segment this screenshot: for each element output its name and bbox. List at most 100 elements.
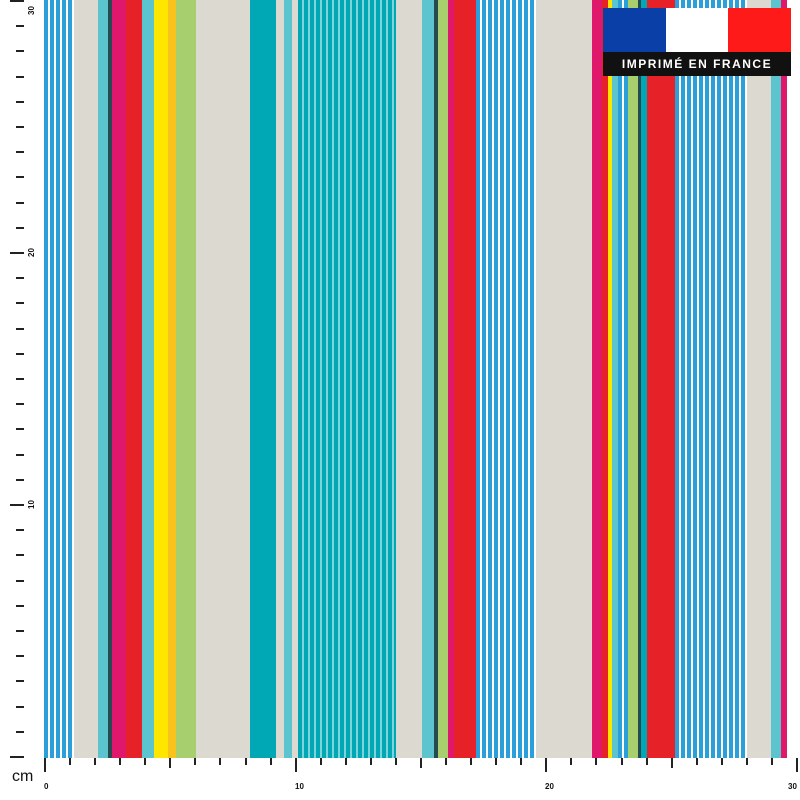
ruler-tick — [10, 0, 24, 2]
ruler-tick — [16, 479, 24, 481]
ruler-tick — [16, 302, 24, 304]
ruler-tick — [420, 758, 422, 768]
ruler-tick — [16, 529, 24, 531]
ruler-tick — [16, 50, 24, 52]
stripe — [771, 0, 781, 758]
ruler-tick — [16, 176, 24, 178]
ruler-tick — [16, 580, 24, 582]
stripe — [176, 0, 196, 758]
stripe — [396, 0, 422, 758]
ruler-tick — [16, 277, 24, 279]
left-ruler: 10 20 30 — [0, 0, 44, 758]
ruler-tick — [119, 758, 121, 765]
ruler-tick — [16, 328, 24, 330]
ruler-tick — [646, 758, 648, 765]
ruler-tick — [671, 758, 673, 768]
ruler-tick — [16, 630, 24, 632]
stripe — [641, 0, 647, 758]
ruler-tick — [16, 554, 24, 556]
stripe — [298, 0, 396, 758]
ruler-tick — [245, 758, 247, 765]
bottom-ruler-label: 0 — [44, 782, 49, 791]
ruler-tick — [370, 758, 372, 765]
ruler-tick — [16, 25, 24, 27]
flag-white-band — [665, 8, 729, 52]
ruler-tick — [746, 758, 748, 765]
stripe — [250, 0, 276, 758]
stripe — [476, 0, 536, 758]
stripe — [638, 0, 641, 758]
ruler-tick — [16, 227, 24, 229]
ruler-tick — [771, 758, 773, 765]
stripe — [126, 0, 142, 758]
french-flag-icon — [603, 8, 792, 52]
ruler-tick — [270, 758, 272, 765]
stripe — [196, 0, 250, 758]
ruler-tick — [16, 428, 24, 430]
ruler-tick — [16, 378, 24, 380]
stripe — [154, 0, 168, 758]
ruler-tick — [16, 605, 24, 607]
stripe — [628, 0, 638, 758]
stripe — [602, 0, 608, 758]
stripe — [747, 0, 771, 758]
ruler-tick — [345, 758, 347, 765]
ruler-tick — [545, 758, 547, 772]
stripe — [112, 0, 126, 758]
stripe — [618, 0, 628, 758]
ruler-tick — [10, 504, 24, 506]
stripe — [438, 0, 448, 758]
ruler-tick — [721, 758, 723, 765]
ruler-tick — [595, 758, 597, 765]
left-ruler-label: 30 — [26, 6, 36, 15]
ruler-tick — [10, 756, 24, 758]
badge-label: IMPRIMÉ EN FRANCE — [603, 52, 791, 76]
ruler-tick — [69, 758, 71, 765]
ruler-tick — [16, 202, 24, 204]
stripe — [422, 0, 434, 758]
ruler-tick — [16, 454, 24, 456]
ruler-tick — [194, 758, 196, 765]
stripe — [448, 0, 454, 758]
ruler-tick — [16, 151, 24, 153]
ruler-tick — [470, 758, 472, 765]
ruler-tick — [16, 76, 24, 78]
stripe — [454, 0, 476, 758]
stripe — [292, 0, 298, 758]
printed-in-france-badge: IMPRIMÉ EN FRANCE — [603, 8, 792, 76]
ruler-tick — [16, 101, 24, 103]
stripe — [142, 0, 154, 758]
ruler-tick — [16, 706, 24, 708]
ruler-tick — [570, 758, 572, 765]
ruler-tick — [395, 758, 397, 765]
stripe — [74, 0, 98, 758]
stripe — [284, 0, 292, 758]
stripe — [647, 0, 675, 758]
stripe — [168, 0, 176, 758]
ruler-tick — [16, 731, 24, 733]
stripe — [434, 0, 438, 758]
stripe — [608, 0, 612, 758]
bottom-ruler-label: 20 — [545, 782, 554, 791]
bottom-ruler-label: 30 — [788, 782, 797, 791]
ruler-unit-label: cm — [12, 768, 34, 785]
stripe — [276, 0, 284, 758]
stripe — [781, 0, 787, 758]
ruler-tick — [144, 758, 146, 765]
bottom-ruler-label: 10 — [295, 782, 304, 791]
striped-fabric-pattern — [44, 0, 800, 758]
ruler-tick — [16, 680, 24, 682]
ruler-tick — [696, 758, 698, 765]
left-ruler-label: 20 — [26, 248, 36, 257]
stripe — [675, 0, 747, 758]
stripe — [44, 0, 74, 758]
ruler-tick — [621, 758, 623, 765]
bottom-ruler: 0 10 20 30 — [44, 758, 800, 800]
stripe — [108, 0, 112, 758]
ruler-tick — [169, 758, 171, 768]
ruler-tick — [16, 655, 24, 657]
stripe — [536, 0, 592, 758]
flag-red-band — [728, 8, 792, 52]
left-ruler-label: 10 — [26, 500, 36, 509]
ruler-tick — [796, 758, 798, 772]
